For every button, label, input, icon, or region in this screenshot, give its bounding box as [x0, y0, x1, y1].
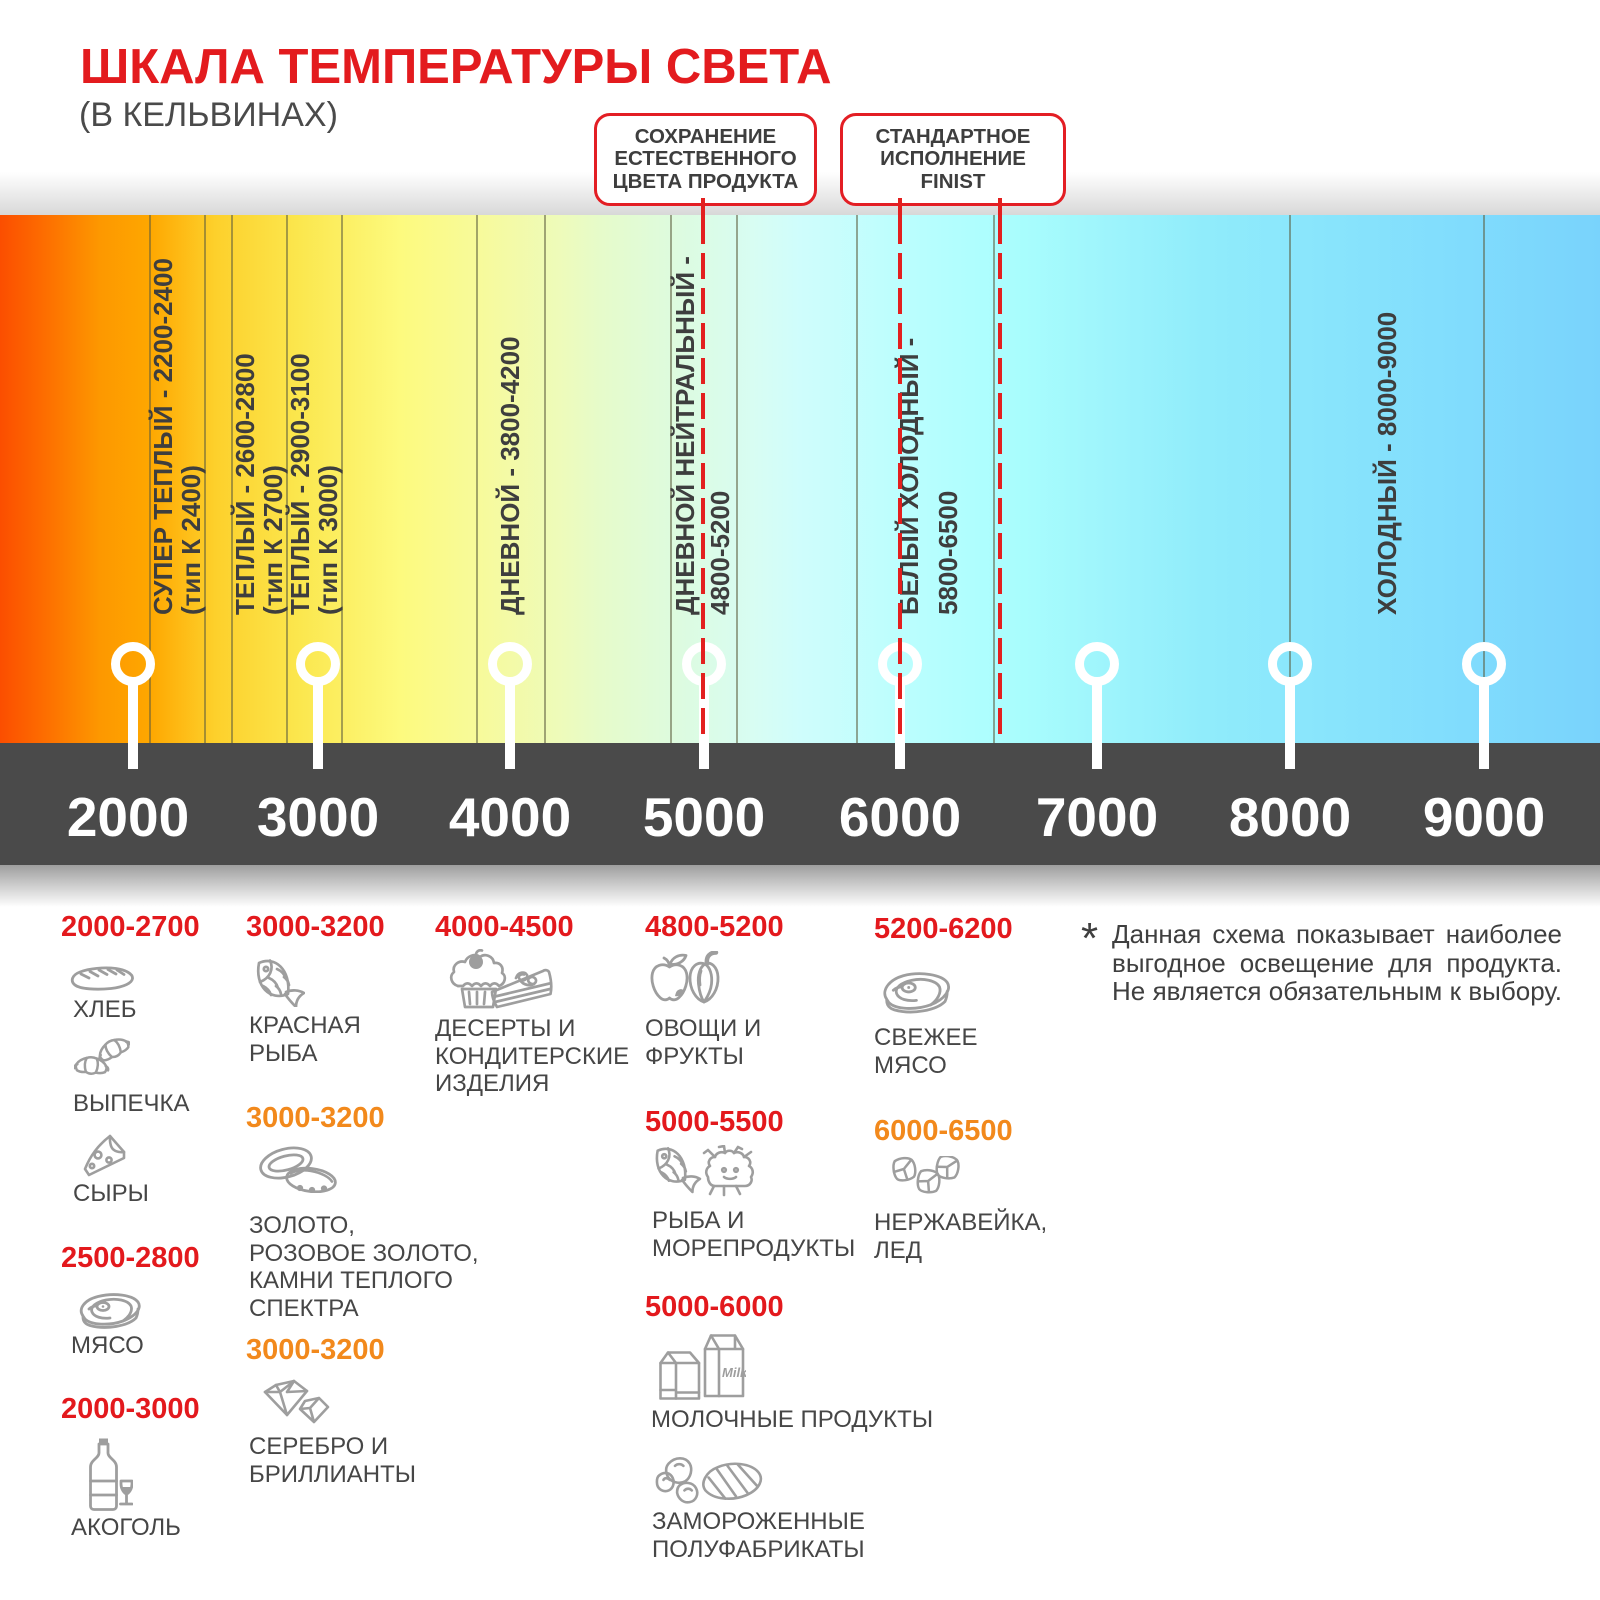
svg-text:Milk: Milk: [722, 1365, 746, 1380]
